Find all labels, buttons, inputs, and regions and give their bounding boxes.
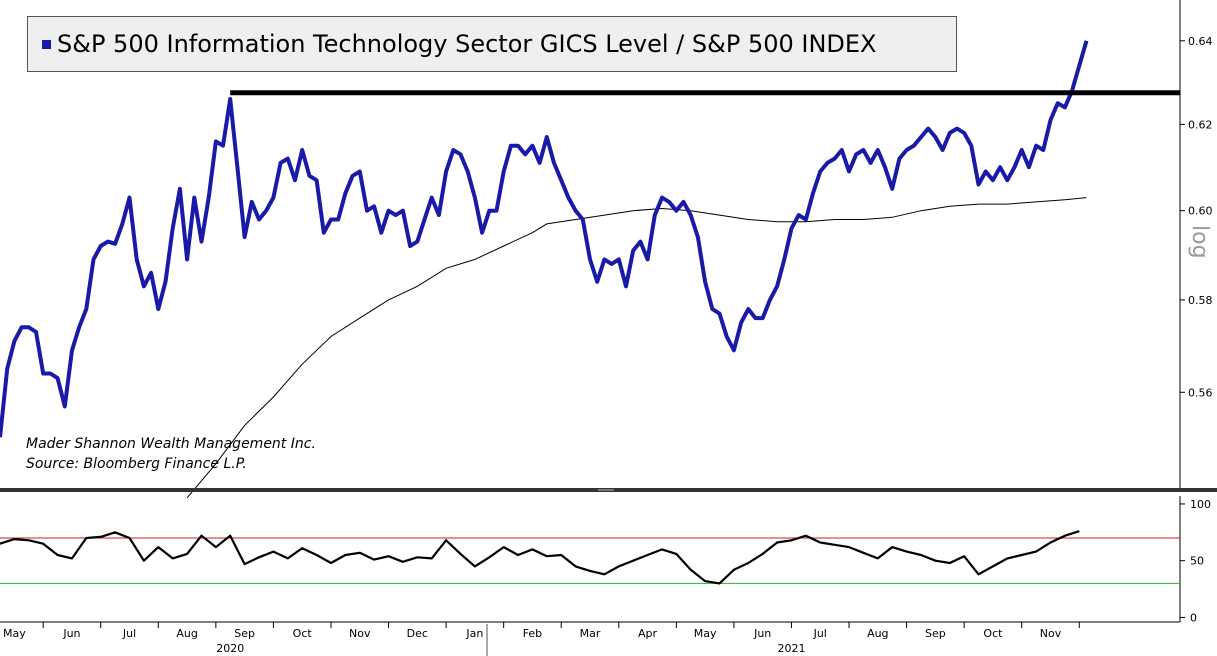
x-tick-label: Feb <box>523 627 542 640</box>
credit-source: Source: Bloomberg Finance L.P. <box>26 456 247 472</box>
rsi-y-ticks: 0 50 100 <box>1180 498 1211 624</box>
x-tick-label: Nov <box>349 627 371 640</box>
x-tick-label: Jul <box>122 627 136 640</box>
x-tick-label: Dec <box>407 627 428 640</box>
x-tick-label: Jun <box>62 627 80 640</box>
x-tick-label: Aug <box>867 627 888 640</box>
main-y-tick-label: 0.64 <box>1188 35 1213 48</box>
chart-legend: S&P 500 Information Technology Sector GI… <box>27 16 957 72</box>
legend-label: S&P 500 Information Technology Sector GI… <box>57 30 877 58</box>
main-y-tick-label: 0.58 <box>1188 294 1213 307</box>
rsi-series-line <box>0 530 1080 585</box>
x-year-label: 2020 <box>216 642 244 655</box>
x-tick-label: Jul <box>813 627 827 640</box>
x-tick-label: Apr <box>638 627 658 640</box>
x-tick-label: Jun <box>753 627 771 640</box>
x-tick-label: Sep <box>925 627 946 640</box>
main-y-tick-label: 0.60 <box>1188 205 1213 218</box>
credit-firm: Mader Shannon Wealth Management Inc. <box>26 436 316 452</box>
x-tick-label: Sep <box>234 627 255 640</box>
x-axis: May Jun Jul Aug Sep Oct Nov Dec Jan Feb Mar Apr May J… <box>0 621 1180 656</box>
rsi-panel: 0 50 100 <box>0 496 1211 624</box>
rsi-y-tick-label: 0 <box>1190 611 1197 624</box>
x-tick-label: Jan <box>465 627 483 640</box>
x-tick-label: Oct <box>983 627 1003 640</box>
x-tick-label: Mar <box>580 627 601 640</box>
main-panel: 0.56 0.58 0.60 0.62 0.64 <box>0 0 1213 499</box>
rsi-y-tick-label: 100 <box>1190 498 1211 511</box>
main-y-tick-label: 0.56 <box>1188 386 1213 399</box>
x-tick-label: Aug <box>176 627 197 640</box>
x-year-label: 2021 <box>777 642 805 655</box>
log-scale-label: log <box>1187 225 1212 259</box>
x-tick-label: Nov <box>1040 627 1062 640</box>
x-tick-label: Oct <box>293 627 313 640</box>
moving-average-line <box>186 197 1087 499</box>
main-y-ticks: 0.56 0.58 0.60 0.62 0.64 <box>1180 35 1213 399</box>
rsi-y-tick-label: 50 <box>1190 555 1204 568</box>
x-tick-label: May <box>694 627 717 640</box>
main-y-tick-label: 0.62 <box>1188 118 1213 131</box>
x-tick-label: May <box>3 627 26 640</box>
ratio-series-line <box>0 40 1089 438</box>
x-ticks: May Jun Jul Aug Sep Oct Nov Dec Jan Feb Mar Apr May J… <box>3 622 1080 655</box>
legend-swatch <box>42 39 51 49</box>
